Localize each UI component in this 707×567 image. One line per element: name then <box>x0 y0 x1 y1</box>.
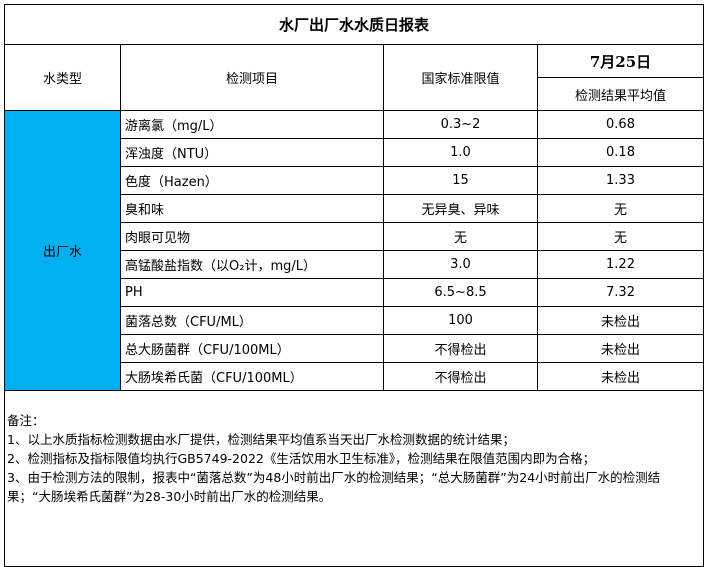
table-row: 色度（Hazen） 15 1.33 <box>5 166 705 195</box>
header-item: 检测项目 <box>120 44 384 111</box>
notes: 备注： 1、以上水质指标检测数据由水厂提供，检测结果平均值系当天出厂水检测数据的统… <box>3 390 705 567</box>
header-avg: 检测结果平均值 <box>536 77 705 111</box>
item-cell: 浑浊度（NTU） <box>120 138 384 167</box>
item-cell: 游离氯（mg/L） <box>120 110 384 139</box>
item-cell: 色度（Hazen） <box>120 166 384 195</box>
limit-cell: 不得检出 <box>383 334 538 363</box>
item-cell: PH <box>120 278 384 307</box>
note-line: 1、以上水质指标检测数据由水厂提供，检测结果平均值系当天出厂水检测数据的统计结果… <box>7 432 515 447</box>
note-line: 备注： <box>7 413 45 428</box>
header-water-type: 水类型 <box>4 44 121 111</box>
value-cell: 未检出 <box>536 362 705 391</box>
note-line: 3、由于检测方法的限制，报表中“菌落总数”为48小时前出厂水的检测结果；“总大肠… <box>7 470 661 504</box>
limit-cell: 15 <box>383 166 538 195</box>
table-row: 菌落总数（CFU/ML） 100 未检出 <box>5 306 705 335</box>
value-cell: 1.33 <box>536 166 705 195</box>
value-cell: 7.32 <box>536 278 705 307</box>
limit-cell: 1.0 <box>383 138 538 167</box>
table-row: 出厂水 游离氯（mg/L） 0.3~2 0.68 <box>4 110 705 391</box>
water-type-cell: 出厂水 <box>4 110 121 391</box>
table-row: 臭和味 无异臭、异味无 <box>5 194 705 223</box>
item-cell: 肉眼可见物 <box>120 222 384 251</box>
water-quality-table: 水厂出厂水水质日报表 水类型 检测项目 国家标准限值 7月25日 检测结果平均值… <box>3 4 705 567</box>
item-cell: 大肠埃希氏菌（CFU/100ML） <box>120 362 384 391</box>
value-cell: 未检出 <box>536 306 705 335</box>
limit-cell: 不得检出 <box>383 362 538 391</box>
limit-cell: 无异臭、异味 <box>383 194 538 223</box>
table-row: 总大肠菌群（CFU/100ML） 不得检出 未检出 <box>5 334 705 363</box>
note-line: 2、检测指标及指标限值均执行GB5749-2022《生活饮用水卫生标准》，检测结… <box>7 451 596 466</box>
table-row: 肉眼可见物无无 <box>5 222 705 251</box>
table-row: 大肠埃希氏菌（CFU/100ML） 不得检出 未检出 <box>5 362 705 391</box>
value-cell: 无 <box>536 222 705 251</box>
table-row: 高锰酸盐指数（以O₂计，mg/L） 3.0 1.22 <box>5 250 705 279</box>
item-cell: 菌落总数（CFU/ML） <box>120 306 384 335</box>
value-cell: 无 <box>536 194 705 223</box>
value-cell: 0.68 <box>536 110 705 139</box>
limit-cell: 3.0 <box>383 250 538 279</box>
table-row: PH 6.5~8.5 7.32 <box>5 278 705 307</box>
value-cell: 1.22 <box>536 250 705 279</box>
limit-cell: 无 <box>383 222 538 251</box>
table-row: 浑浊度（NTU） 1.0 0.18 <box>5 138 705 167</box>
limit-cell: 6.5~8.5 <box>383 278 538 307</box>
value-cell: 0.18 <box>536 138 705 167</box>
value-cell: 未检出 <box>536 334 705 363</box>
item-cell: 臭和味 <box>120 194 384 223</box>
limit-cell: 0.3~2 <box>383 110 538 139</box>
item-cell: 高锰酸盐指数（以O₂计，mg/L） <box>120 250 384 279</box>
item-cell: 总大肠菌群（CFU/100ML） <box>120 334 384 363</box>
header-limit: 国家标准限值 <box>383 44 538 111</box>
header-date: 7月25日 <box>536 44 705 78</box>
report-title: 水厂出厂水水质日报表 <box>3 4 705 45</box>
limit-cell: 100 <box>383 306 538 335</box>
